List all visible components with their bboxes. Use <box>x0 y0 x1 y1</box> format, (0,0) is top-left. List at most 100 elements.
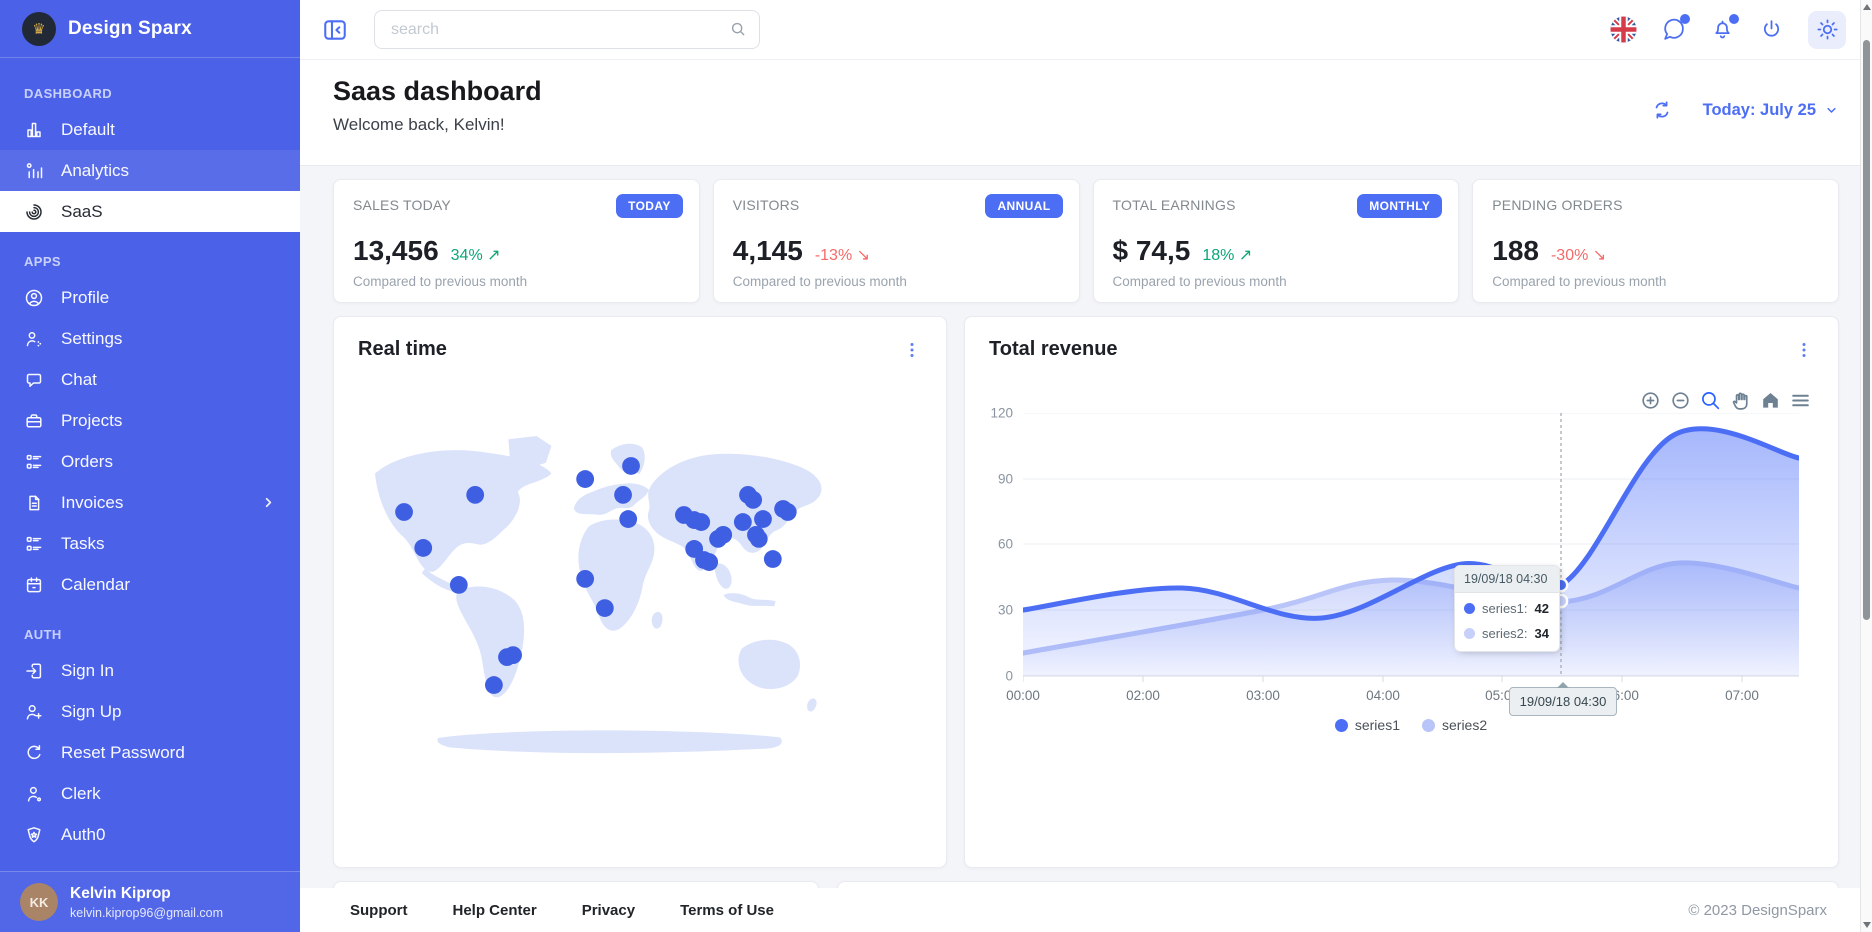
nav-section-auth: AUTH <box>24 627 62 642</box>
notification-dot <box>1729 14 1739 24</box>
tooltip-marker <box>1464 603 1475 614</box>
peek-card <box>837 881 1839 888</box>
sidebar-item-clerk[interactable]: Clerk <box>0 773 300 814</box>
analytics-chart-icon <box>26 162 43 178</box>
scrollbar-track[interactable] <box>1860 0 1872 932</box>
scrollbar-thumb[interactable] <box>1863 40 1870 620</box>
sidebar-item-label: Default <box>61 119 115 139</box>
chart-legend: series1 series2 <box>1023 717 1799 733</box>
legend-item-series1[interactable]: series1 <box>1334 717 1400 733</box>
sidebar-item-saas[interactable]: SaaS <box>0 191 300 232</box>
copyright: © 2023 DesignSparx <box>1688 901 1827 919</box>
search-input[interactable] <box>374 10 760 49</box>
map-visitor-dot <box>778 503 797 521</box>
language-flag-button[interactable] <box>1610 16 1637 43</box>
legend-item-series2[interactable]: series2 <box>1422 717 1487 733</box>
sidebar-item-auth0[interactable]: Auth0 <box>0 814 300 855</box>
sidebar-item-default[interactable]: Default <box>0 109 300 150</box>
date-filter-dropdown[interactable]: Today: July 25 <box>1703 101 1839 120</box>
menu-icon[interactable] <box>1789 389 1812 412</box>
pan-hand-icon[interactable] <box>1729 389 1752 412</box>
stat-title: PENDING ORDERS <box>1492 197 1623 213</box>
y-tick-label: 0 <box>1005 668 1013 684</box>
shield-star-icon <box>27 826 41 842</box>
refresh-icon <box>1655 101 1668 119</box>
sidebar-item-settings[interactable]: Settings <box>0 318 300 359</box>
map-visitor-dot <box>622 457 640 475</box>
bell-icon <box>1715 20 1730 39</box>
selection-zoom-icon[interactable] <box>1699 389 1722 412</box>
footer-link-privacy[interactable]: Privacy <box>581 901 636 919</box>
stats-row: SALES TODAY TODAY 13,456 34% ↗ Compared … <box>333 179 1839 303</box>
footer-link-support[interactable]: Support <box>350 901 408 919</box>
sidebar-item-calendar[interactable]: Calendar <box>0 564 300 605</box>
home-reset-icon[interactable] <box>1759 389 1782 412</box>
sidebar-item-label: Profile <box>61 287 110 307</box>
scrollbar-down-arrow[interactable] <box>1863 922 1871 928</box>
realtime-panel: Real time <box>333 316 947 868</box>
brand-logo-icon: ♛ <box>22 11 56 46</box>
footer-link-help-center[interactable]: Help Center <box>452 901 537 919</box>
y-tick-label: 30 <box>997 602 1013 618</box>
scrollbar-up-arrow[interactable] <box>1863 4 1871 10</box>
y-tick-label: 60 <box>997 536 1013 552</box>
y-tick-label: 90 <box>997 471 1013 487</box>
x-tick-label: 03:00 <box>1246 688 1280 703</box>
footer-link-terms[interactable]: Terms of Use <box>680 901 774 919</box>
world-map <box>368 429 836 765</box>
sidebar-item-orders[interactable]: Orders <box>0 441 300 482</box>
y-tick-label: 120 <box>990 405 1013 421</box>
user-dot-icon <box>27 786 42 802</box>
kebab-menu-icon[interactable] <box>902 340 922 360</box>
map-visitor-dot <box>449 576 468 594</box>
sidebar-item-invoices[interactable]: Invoices <box>0 482 300 523</box>
sidebar-item-projects[interactable]: Projects <box>0 400 300 441</box>
sidebar-item-chat[interactable]: Chat <box>0 359 300 400</box>
notifications-button[interactable] <box>1710 14 1739 42</box>
sidebar-nav: DASHBOARD Default Analytics SaaS APPS Pr… <box>0 58 300 855</box>
stat-value: $ 74,5 <box>1112 235 1191 266</box>
messages-button[interactable] <box>1661 14 1690 42</box>
sidebar-item-sign-in[interactable]: Sign In <box>0 650 300 691</box>
sidebar-item-profile[interactable]: Profile <box>0 277 300 318</box>
revenue-chart <box>1023 413 1799 682</box>
kebab-menu-icon[interactable] <box>1794 340 1814 360</box>
stat-title: VISITORS <box>732 197 800 213</box>
sidebar-item-sign-up[interactable]: Sign Up <box>0 691 300 732</box>
sidebar-item-reset-password[interactable]: Reset Password <box>0 732 300 773</box>
logout-button[interactable] <box>1759 17 1784 42</box>
sidebar-item-label: Clerk <box>61 783 101 803</box>
legend-label: series1 <box>1354 717 1400 733</box>
briefcase-icon <box>26 413 42 428</box>
map-visitor-dot <box>692 513 711 531</box>
user-gear-icon <box>26 331 42 346</box>
brand-name: Design Sparx <box>68 17 192 39</box>
peek-row <box>333 881 1839 888</box>
chevron-down-icon <box>1827 107 1836 113</box>
zoom-in-icon[interactable] <box>1639 389 1662 412</box>
list-details-icon <box>26 454 42 469</box>
legend-swatch <box>1334 718 1348 732</box>
sidebar-item-label: Settings <box>61 328 123 348</box>
sidebar-collapse-button[interactable] <box>322 17 348 43</box>
sidebar-item-label: Chat <box>61 369 97 389</box>
sidebar-item-analytics[interactable]: Analytics <box>0 150 300 191</box>
sidebar-item-label: Sign Up <box>61 701 122 721</box>
trend-down-icon: ↘ <box>1592 247 1607 264</box>
sun-icon <box>1816 19 1838 40</box>
map-visitor-dot <box>754 510 772 528</box>
refresh-button[interactable] <box>1651 99 1673 121</box>
topbar-actions <box>1610 10 1846 49</box>
realtime-title: Real time <box>358 338 447 360</box>
sidebar-item-tasks[interactable]: Tasks <box>0 523 300 564</box>
tooltip-marker <box>1464 628 1475 639</box>
stat-badge: TODAY <box>616 194 683 218</box>
sidebar-user[interactable]: KK Kelvin Kiprop kelvin.kiprop96@gmail.c… <box>0 871 300 932</box>
theme-toggle-button[interactable] <box>1808 10 1846 49</box>
map-visitor-dot <box>576 470 595 488</box>
nav-section-apps: APPS <box>24 254 62 269</box>
tooltip-row-series1: series1 42 <box>1455 593 1559 618</box>
zoom-out-icon[interactable] <box>1669 389 1692 412</box>
tooltip-row-series2: series2 34 <box>1455 618 1559 651</box>
